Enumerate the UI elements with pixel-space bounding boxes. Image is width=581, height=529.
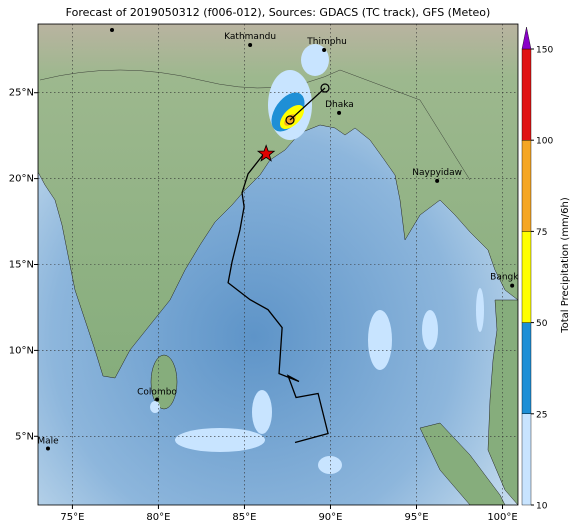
y-tick-label: 15°N bbox=[9, 260, 34, 271]
precip-area bbox=[175, 428, 265, 452]
x-tick-label: 75°E bbox=[60, 512, 84, 523]
colorbar-tick-label: 150 bbox=[536, 46, 553, 56]
colorbar-segment bbox=[521, 231, 532, 323]
colorbar-tick-label: 50 bbox=[536, 319, 548, 329]
colorbar-tick-label: 25 bbox=[536, 410, 547, 420]
y-tick-label: 25°N bbox=[9, 88, 34, 99]
precip-light bbox=[150, 44, 484, 474]
sri-lanka bbox=[150, 354, 178, 410]
forecast-track bbox=[289, 87, 326, 121]
x-tick-label: 95°E bbox=[404, 512, 428, 523]
colorbar-tick-label: 75 bbox=[536, 228, 547, 238]
x-tick-label: 85°E bbox=[232, 512, 256, 523]
city-label: Dhaka bbox=[325, 100, 354, 110]
tc-track bbox=[227, 154, 329, 444]
city-label: Thimphu bbox=[306, 37, 347, 47]
city-dot bbox=[110, 28, 114, 32]
colorbar: 10 25 50 75 100 150 Total Precipitation (mm/6h… bbox=[521, 26, 571, 512]
peninsula bbox=[487, 299, 518, 505]
x-tick-label: 80°E bbox=[146, 512, 170, 523]
city-label: Male bbox=[37, 436, 59, 446]
axes: 75°E 80°E 85°E 90°E 95°E 100°E 5°N 10°N 15°N 20°N… bbox=[9, 88, 518, 523]
city-dot bbox=[155, 397, 160, 402]
storm-position bbox=[256, 144, 276, 162]
precip-area bbox=[252, 390, 272, 434]
y-tick-label: 20°N bbox=[9, 174, 34, 185]
x-tick-label: 90°E bbox=[318, 512, 342, 523]
city-label: Colombo bbox=[137, 388, 177, 398]
colorbar-segment bbox=[521, 139, 532, 232]
colorbar-extend bbox=[521, 26, 532, 50]
overlay: Kathmandu Thimphu Dhaka Naypyidaw Bangko Colo… bbox=[37, 24, 524, 505]
tc-symbol bbox=[285, 115, 295, 125]
city-dot bbox=[248, 42, 253, 47]
city-dot bbox=[510, 283, 515, 288]
tc-symbol bbox=[320, 83, 330, 93]
city-dot bbox=[435, 178, 440, 183]
precip-area bbox=[368, 310, 392, 370]
colorbar-segment bbox=[521, 48, 532, 141]
precip-area bbox=[422, 310, 438, 350]
y-tick-label: 10°N bbox=[9, 345, 34, 356]
colorbar-segment bbox=[521, 322, 532, 415]
mainland bbox=[38, 24, 518, 379]
city-dot bbox=[45, 446, 50, 451]
colorbar-label: Total Precipitation (mm/6h) bbox=[560, 197, 571, 334]
borders bbox=[39, 69, 471, 181]
title: Forecast of 2019050312 (f006-012), Sourc… bbox=[66, 6, 491, 19]
precip-area bbox=[301, 44, 329, 76]
map-area: Kathmandu Thimphu Dhaka Naypyidaw Bangko Colo… bbox=[37, 24, 524, 505]
city-label: Naypyidaw bbox=[412, 168, 462, 178]
city-label: Bangko bbox=[490, 273, 524, 283]
colorbar-segment bbox=[521, 413, 532, 506]
city-dot bbox=[322, 47, 327, 52]
city-label: Kathmandu bbox=[224, 32, 276, 42]
city-dot bbox=[337, 110, 342, 115]
precip-area bbox=[150, 401, 160, 413]
x-tick-label: 100°E bbox=[487, 512, 517, 523]
precip-area bbox=[318, 456, 342, 474]
colorbar-tick-label: 10 bbox=[536, 502, 548, 512]
y-tick-label: 5°N bbox=[15, 431, 34, 442]
colorbar-tick-label: 100 bbox=[536, 137, 553, 147]
precip-area bbox=[476, 288, 484, 332]
